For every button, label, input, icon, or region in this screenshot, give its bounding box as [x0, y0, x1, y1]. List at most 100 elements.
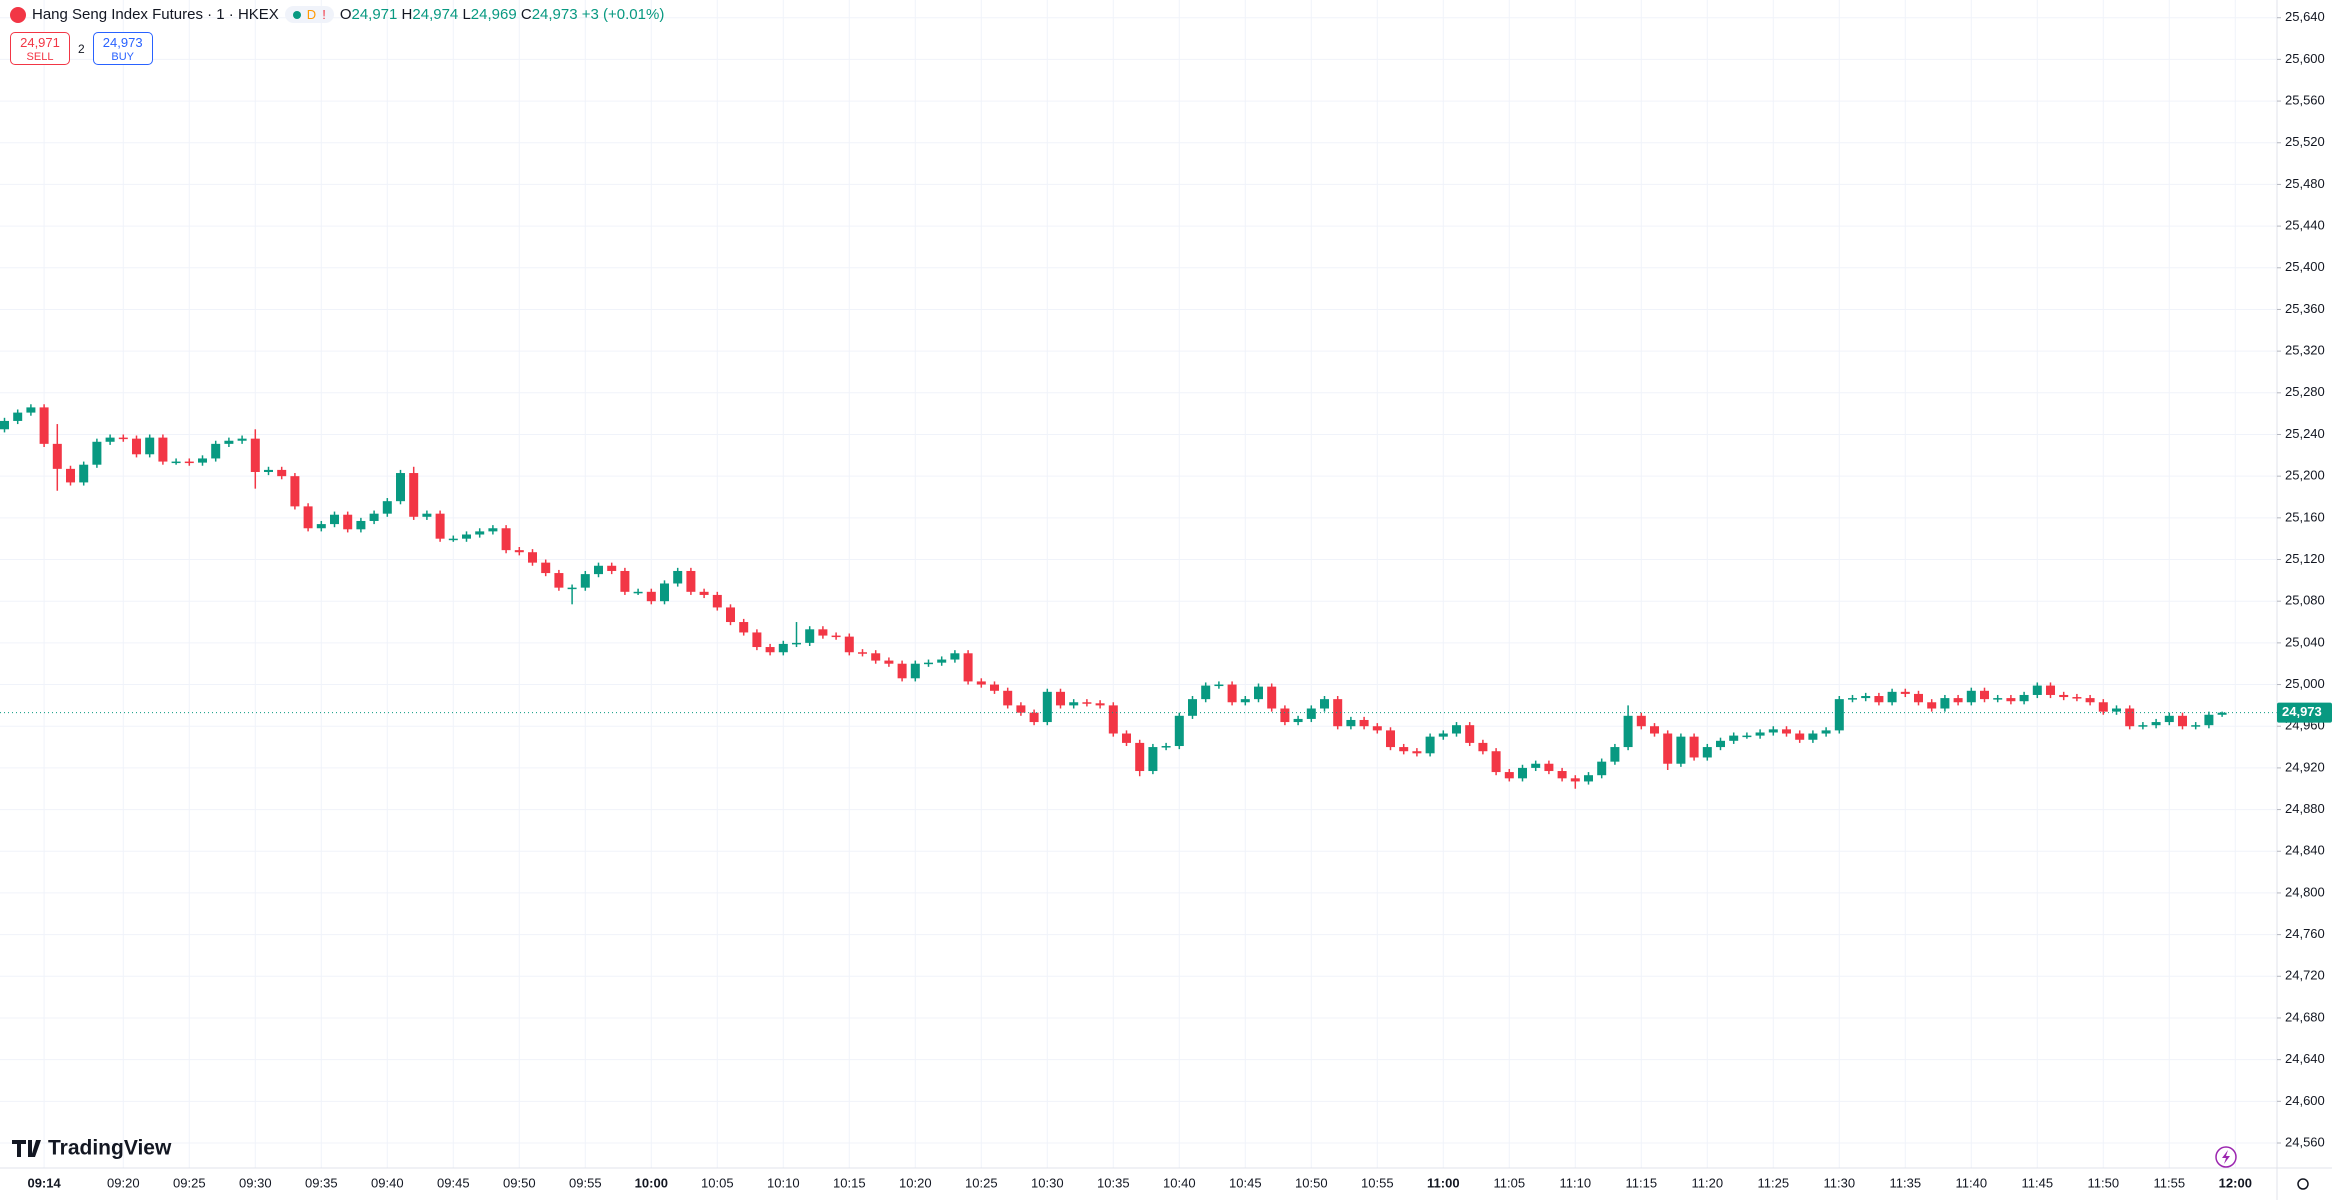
settings-button[interactable] [2297, 1178, 2309, 1190]
x-tick-label: 10:50 [1295, 1175, 1328, 1190]
candle-body [1320, 699, 1329, 709]
candle-body [475, 531, 485, 535]
candle-body [818, 629, 828, 636]
candle-body [66, 468, 75, 483]
candle-body [1848, 698, 1857, 700]
x-tick-label: 11:50 [2088, 1175, 2120, 1190]
y-tick-label: 25,560 [2285, 93, 2325, 108]
candle-body [1148, 747, 1158, 772]
candle-body [1689, 736, 1699, 758]
x-tick-label: 11:10 [1560, 1175, 1592, 1190]
y-tick-label: 24,760 [2285, 926, 2325, 941]
candle-body [1082, 702, 1092, 704]
x-tick-label: 12:00 [2219, 1175, 2252, 1190]
candle-body [132, 438, 141, 455]
candle-body [1306, 708, 1316, 719]
candle-body [1676, 736, 1686, 764]
candle-body [1227, 684, 1237, 703]
candle-body [1135, 742, 1145, 772]
candle-body [171, 461, 181, 464]
x-tick-label: 11:15 [1626, 1175, 1658, 1190]
candle-body [1557, 771, 1567, 779]
candle-body [435, 513, 445, 539]
brand-text: TradingView [48, 1137, 172, 1160]
candle-body [1940, 698, 1950, 709]
candle-body [277, 469, 287, 477]
candle-body [1029, 712, 1039, 723]
candle-body [145, 437, 155, 455]
x-tick-label: 10:25 [965, 1175, 998, 1190]
candle-body [1623, 715, 1633, 748]
candle-body [805, 629, 815, 643]
price-axis [2277, 0, 2332, 1200]
candle-body [1636, 715, 1646, 727]
candle-body [1966, 690, 1976, 703]
buy-label: BUY [111, 51, 134, 63]
candle-body [2085, 698, 2095, 703]
candle-body [224, 440, 234, 444]
candle-body [1795, 733, 1805, 740]
y-tick-label: 25,000 [2285, 676, 2325, 691]
lightning-button[interactable] [2215, 1146, 2237, 1168]
candle-body [2138, 725, 2148, 727]
candle-body [1412, 751, 1422, 754]
candle-body [1346, 719, 1356, 727]
candle-body [2217, 712, 2227, 715]
candle-body [871, 653, 881, 661]
candle-body [1584, 775, 1593, 782]
x-tick-label: 10:35 [1097, 1175, 1130, 1190]
candle-body [1927, 702, 1937, 709]
candle-body [699, 591, 709, 595]
candle-body [409, 473, 419, 517]
candle-body [2072, 697, 2082, 699]
x-tick-label: 11:35 [1890, 1175, 1922, 1190]
x-tick-label: 10:10 [767, 1175, 800, 1190]
candle-body [343, 514, 353, 530]
l-label: L [462, 6, 471, 23]
candle-body [1702, 747, 1712, 758]
candle-body [39, 407, 49, 444]
candle-body [1042, 691, 1052, 723]
candle-body [303, 506, 313, 529]
symbol[interactable]: Hang Seng Index Futures · 1 · HKEX [32, 6, 279, 23]
candle-body [211, 443, 221, 459]
y-tick-label: 25,160 [2285, 509, 2325, 524]
candle-body [1174, 715, 1184, 747]
candle-body [0, 420, 9, 430]
grid [0, 0, 2277, 1168]
candle-body [396, 473, 405, 502]
candle-body [2032, 685, 2042, 695]
status-pill: D! [284, 6, 334, 23]
candle-body [52, 443, 62, 469]
candle-body [2006, 698, 2016, 702]
candle-body [1980, 690, 1989, 700]
y-tick-label: 24,880 [2285, 801, 2325, 816]
candle-body [580, 574, 590, 588]
x-tick-label: 10:05 [701, 1175, 734, 1190]
y-tick-label: 25,640 [2285, 9, 2325, 24]
delay-badge: D [306, 7, 317, 22]
y-tick-label: 24,560 [2285, 1134, 2325, 1149]
candle-body [739, 622, 749, 633]
candle-body [118, 437, 128, 440]
c-label: C [520, 6, 532, 23]
time-axis [0, 1168, 2332, 1200]
candle-body [1201, 685, 1211, 700]
candle-body [844, 636, 854, 653]
candle-body [1069, 702, 1079, 706]
candle-body [330, 514, 339, 525]
candle-body [1755, 732, 1765, 736]
y-tick-label: 25,040 [2285, 634, 2325, 649]
sell-button[interactable]: 24,971 SELL [10, 32, 70, 65]
x-tick-label: 09:30 [239, 1175, 272, 1190]
x-tick-label: 11:25 [1758, 1175, 1790, 1190]
candle-body [778, 643, 788, 653]
candle-body [1214, 684, 1224, 687]
buy-button[interactable]: 24,973 BUY [92, 32, 153, 65]
y-tick-label: 25,280 [2285, 384, 2325, 399]
candle-body [1821, 730, 1831, 734]
legend: Hang Seng Index Futures · 1 · HKEX D! O2… [10, 6, 664, 23]
alert-badge: ! [322, 7, 326, 22]
candle-body [1914, 693, 1923, 703]
